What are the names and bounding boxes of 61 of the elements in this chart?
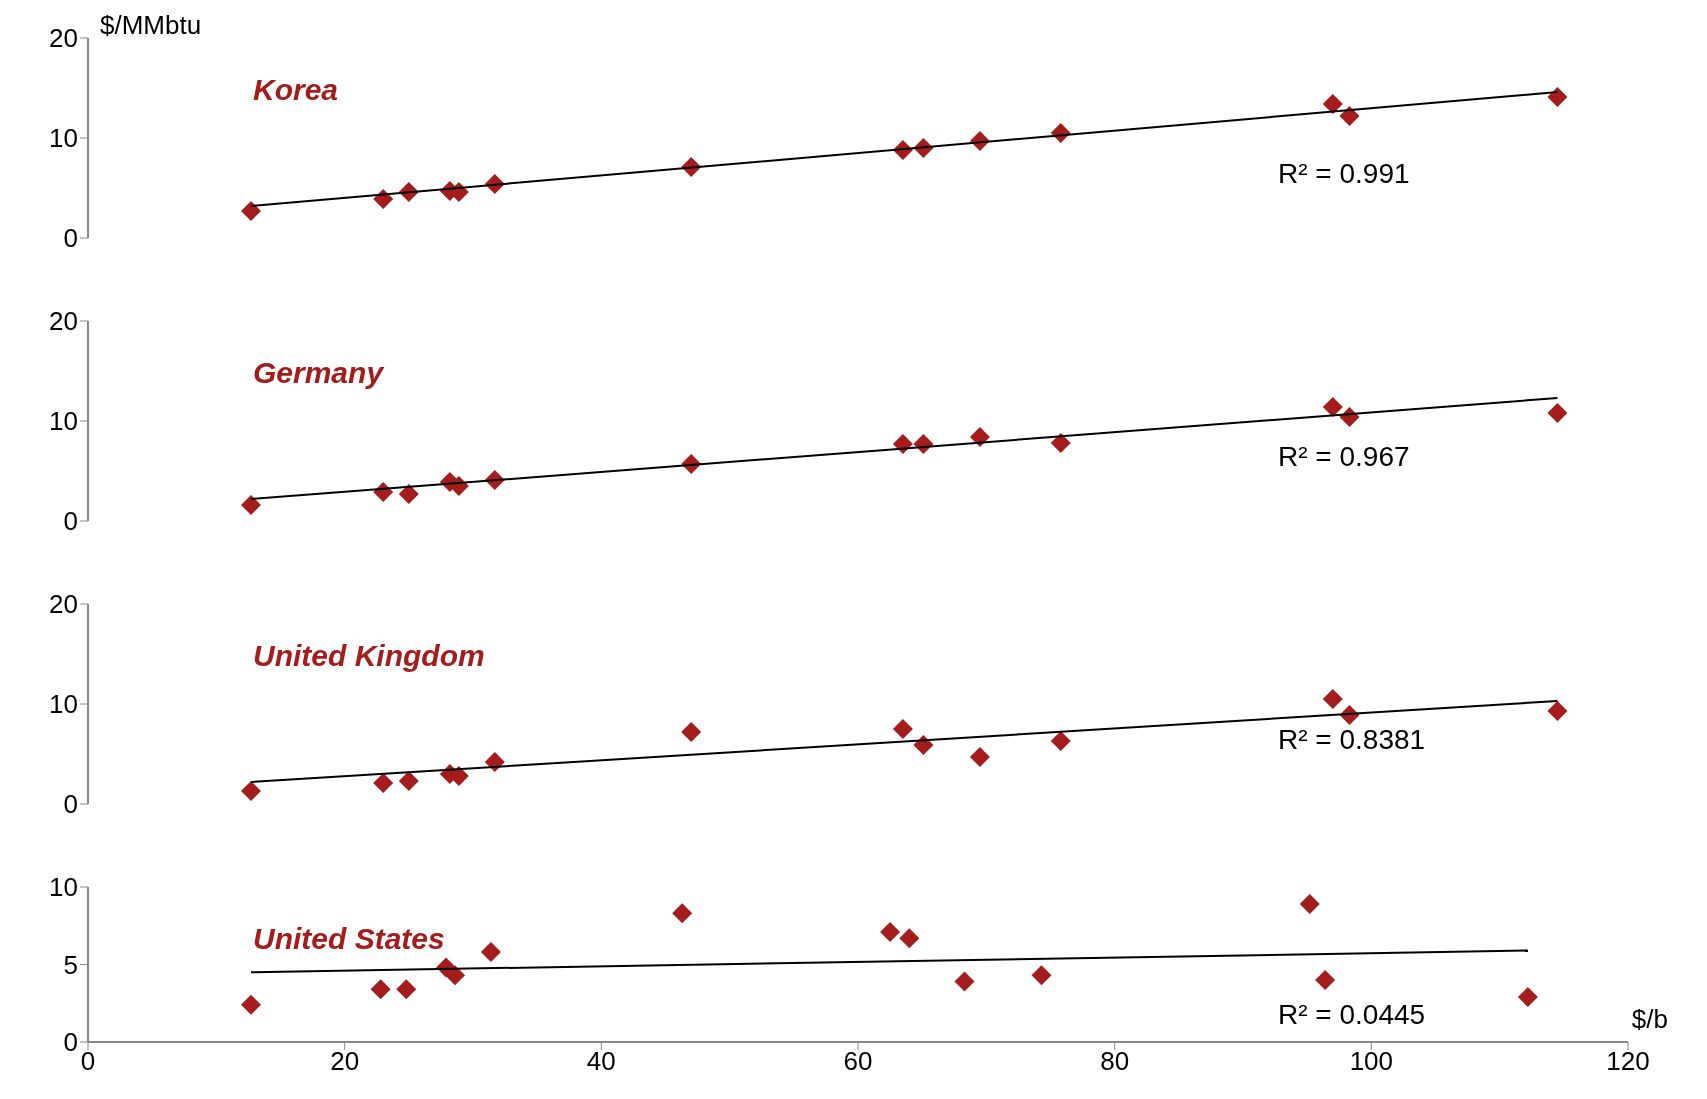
point: [1031, 965, 1052, 986]
point: [396, 979, 417, 1000]
annotation: R² = 0.991: [1278, 158, 1410, 190]
point: [370, 979, 391, 1000]
y-tick-label: 0: [63, 789, 78, 820]
annotation: R² = 0.0445: [1278, 998, 1426, 1031]
x-tick-label: 60: [843, 1046, 873, 1077]
point: [1315, 970, 1336, 990]
point: [1339, 106, 1360, 126]
point: [445, 965, 466, 986]
point: [899, 928, 920, 949]
y-tick-label: 10: [49, 406, 78, 437]
y-tick-label: 10: [49, 123, 78, 154]
point: [969, 427, 990, 447]
point: [1322, 94, 1343, 114]
x-axis-title: $/b: [1631, 1004, 1668, 1035]
y-tick-label: 5: [63, 949, 78, 980]
point: [969, 747, 990, 767]
point: [398, 484, 419, 504]
point: [954, 971, 975, 992]
x-tick-label: 80: [1100, 1046, 1130, 1077]
point: [672, 903, 693, 924]
annotation: R² = 0.967: [1278, 441, 1410, 473]
y-tick-label: 0: [63, 223, 78, 254]
point: [1050, 731, 1071, 751]
point: [1547, 701, 1568, 721]
point: [1547, 87, 1568, 107]
text: Germany: [253, 356, 384, 390]
x-tick-label: 100: [1349, 1046, 1394, 1077]
point: [681, 722, 702, 742]
annotation: R² = 0.8381: [1278, 724, 1426, 756]
point: [373, 773, 394, 793]
y-tick-label: 20: [49, 23, 78, 54]
point: [1547, 403, 1568, 423]
point: [1050, 433, 1071, 453]
point: [1299, 894, 1320, 915]
point: [892, 719, 913, 739]
point: [1322, 689, 1343, 709]
text: Korea: [253, 73, 339, 107]
y-tick-label: 10: [49, 872, 78, 903]
y-tick-label: 0: [63, 506, 78, 537]
point: [240, 994, 261, 1015]
text: United States: [253, 922, 445, 956]
point: [240, 781, 261, 801]
point: [880, 921, 901, 942]
x-tick-label: 40: [586, 1046, 616, 1077]
y-tick-label: 10: [49, 689, 78, 720]
point: [1517, 987, 1538, 1008]
point: [1322, 397, 1343, 417]
text: United Kingdom: [253, 639, 485, 673]
point: [240, 201, 261, 221]
point: [398, 771, 419, 791]
x-tick-label: 20: [330, 1046, 360, 1077]
y-tick-label: 20: [49, 306, 78, 337]
x-tick-label: 120: [1606, 1046, 1650, 1077]
y-tick-label: 20: [49, 589, 78, 620]
point: [240, 495, 261, 515]
point: [484, 752, 505, 772]
y-tick-label: 0: [63, 1027, 78, 1058]
point: [480, 942, 501, 963]
y-axis-title: $/MMbtu: [100, 10, 202, 41]
